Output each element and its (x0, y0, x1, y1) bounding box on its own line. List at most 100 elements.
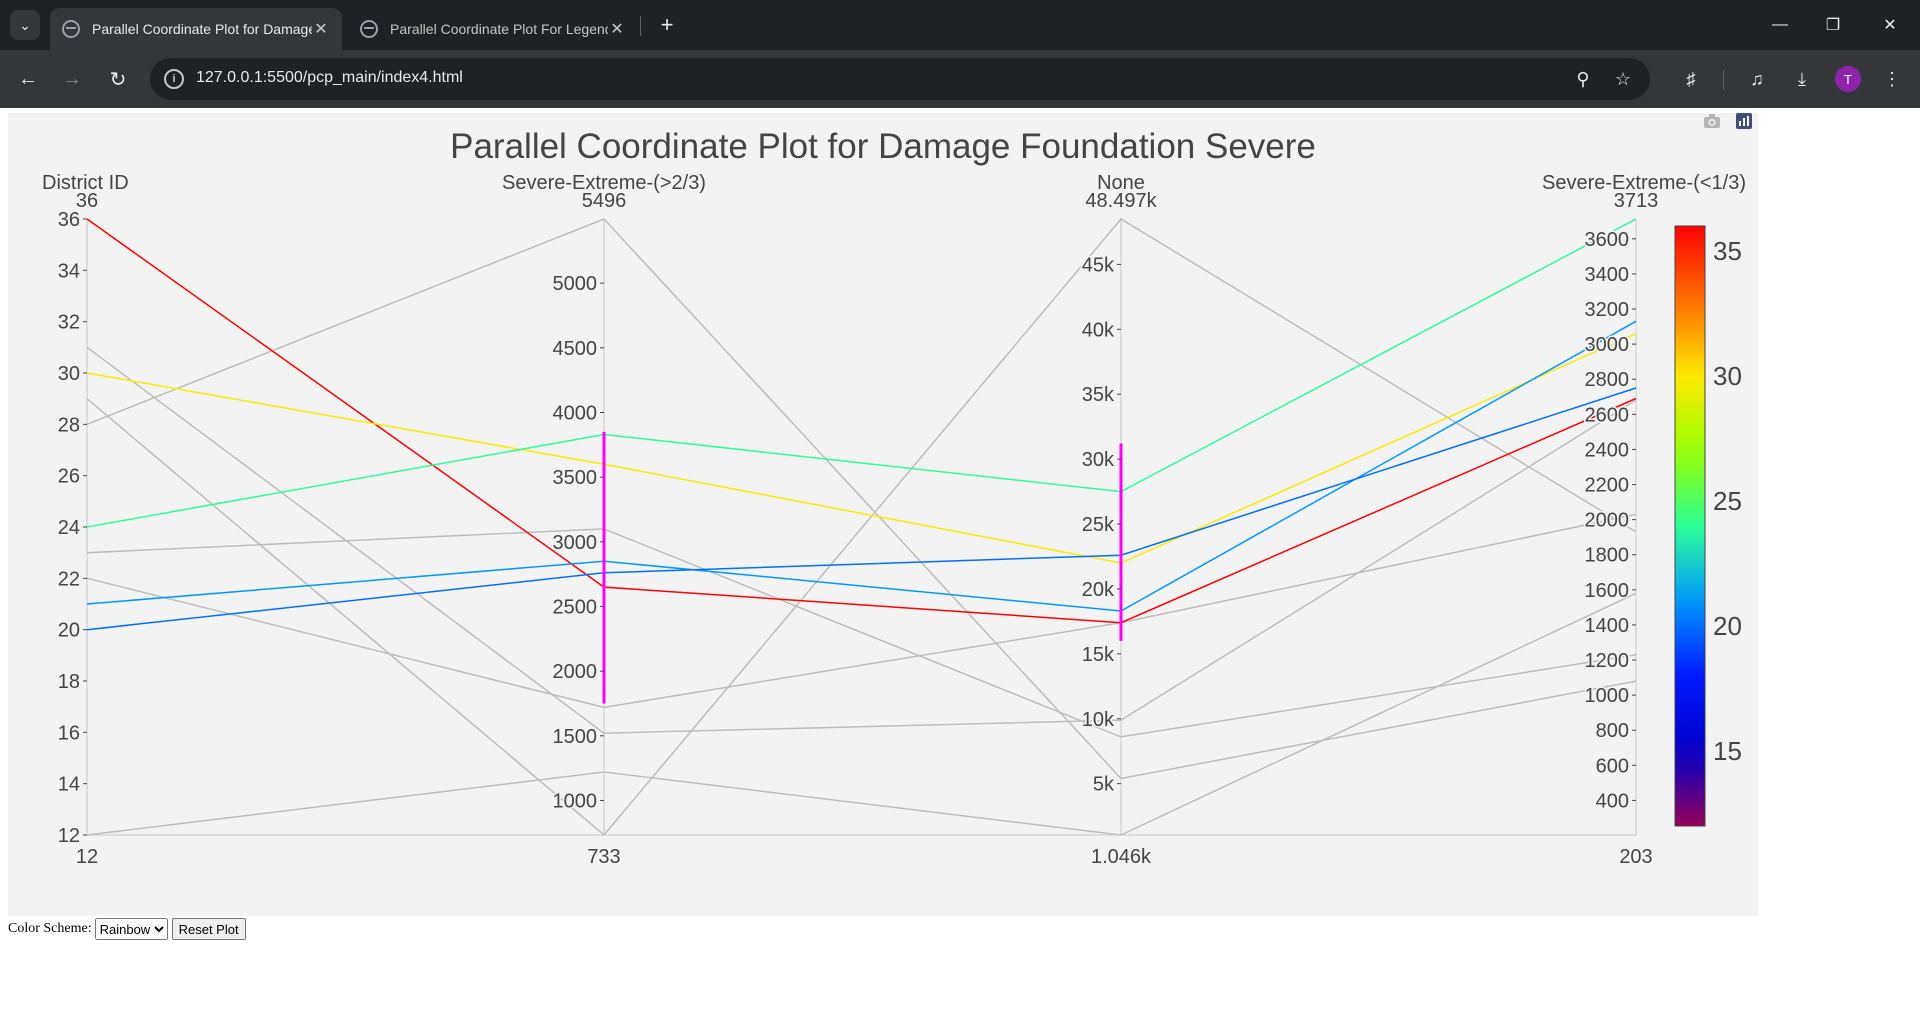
data-line[interactable] (86, 346, 1637, 734)
axis-tick-label: 10k (1082, 709, 1115, 731)
axis-tick-label: 2600 (1585, 404, 1630, 426)
axis-tick-label: 1500 (553, 726, 598, 748)
site-info-icon[interactable]: i (164, 69, 184, 89)
parallel-coordinates-chart[interactable]: Parallel Coordinate Plot for Damage Foun… (8, 113, 1758, 916)
axis-tick-label: 40k (1082, 319, 1115, 341)
axis-tick-label: 14 (58, 774, 80, 796)
axis-title: District ID (42, 172, 129, 194)
axis-tick-label: 3200 (1585, 299, 1630, 321)
colorbar-tick-label: 15 (1713, 736, 1742, 766)
color-scheme-select[interactable]: Rainbow (94, 918, 168, 940)
zoom-icon[interactable]: ⚲ (1576, 68, 1590, 89)
axis-min-label: 12 (76, 846, 98, 868)
axis-tick-label: 20k (1082, 579, 1115, 601)
axis-tick-label: 35k (1082, 384, 1115, 406)
axis-tick-label: 2400 (1585, 439, 1630, 461)
back-icon[interactable]: ← (18, 67, 38, 90)
download-icon[interactable]: ⤓ (1798, 68, 1806, 89)
axis-tick-label: 15k (1082, 644, 1115, 666)
new-tab-icon[interactable]: + (660, 12, 674, 37)
kebab-menu-icon[interactable]: ⋮ (1883, 68, 1901, 89)
axis-max-label: 48.497k (1085, 190, 1157, 212)
axis-tick-label: 2200 (1585, 475, 1630, 497)
restore-icon[interactable]: ❐ (1825, 17, 1841, 34)
close-icon[interactable]: ✕ (314, 21, 328, 38)
axis-tick-label: 1800 (1585, 545, 1630, 567)
tab-active[interactable]: Parallel Coordinate Plot for Damage Foun… (50, 8, 342, 50)
axis-min-label: 1.046k (1091, 846, 1152, 868)
axis-tick-label: 600 (1596, 755, 1629, 777)
toolbar-separator (1723, 70, 1724, 90)
browser-tab-bar: ⌄ Parallel Coordinate Plot for Damage Fo… (0, 0, 1920, 50)
chart-title: Parallel Coordinate Plot for Damage Foun… (450, 127, 1316, 166)
axis-tick-label: 25k (1082, 514, 1115, 536)
axis-tick-label: 1600 (1585, 580, 1630, 602)
data-line[interactable] (86, 218, 1637, 780)
axis-tick-label: 2800 (1585, 369, 1630, 391)
axis-tick-label: 3000 (1585, 334, 1630, 356)
axis-tick-label: 400 (1596, 790, 1629, 812)
axis-tick-label: 3000 (553, 532, 598, 554)
data-line[interactable] (86, 218, 1637, 624)
axis-tick-label: 1400 (1585, 615, 1630, 637)
url-text[interactable]: 127.0.0.1:5500/pcp_main/index4.html (196, 69, 463, 86)
axis-max-label: 3713 (1614, 190, 1659, 212)
profile-avatar[interactable]: T (1835, 66, 1861, 92)
axis-tick-label: 5000 (553, 273, 598, 295)
axis-tick-label: 4000 (553, 402, 598, 424)
axis-max-label: 5496 (582, 190, 627, 212)
axis-tick-label: 2000 (1585, 510, 1630, 532)
plot-controls: Color Scheme: Rainbow Reset Plot (8, 918, 246, 940)
axis-max-label: 36 (76, 190, 98, 212)
plotly-logo-icon[interactable] (1736, 113, 1752, 133)
axis-tick-label: 12 (58, 825, 80, 847)
axis-tick-label: 16 (58, 722, 80, 744)
axis-tick-label: 30 (58, 363, 80, 385)
colorbar (1674, 225, 1706, 827)
tab-search-icon[interactable]: ⌄ (10, 10, 40, 40)
axis-tick-label: 24 (58, 517, 80, 539)
address-bar[interactable]: i 127.0.0.1:5500/pcp_main/index4.html ⚲ … (150, 58, 1650, 100)
axis-tick-label: 32 (58, 312, 80, 334)
axis-tick-label: 4500 (553, 338, 598, 360)
colorbar-tick-label: 20 (1713, 611, 1742, 641)
window-close-icon[interactable]: ✕ (1883, 17, 1897, 34)
axis-title: Severe-Extreme-(<1/3) (1542, 172, 1746, 194)
tab-title: Parallel Coordinate Plot For Legend (390, 21, 608, 37)
minimize-icon[interactable]: — (1772, 16, 1788, 33)
axis-tick-label: 1000 (553, 790, 598, 812)
forward-icon[interactable]: → (62, 67, 82, 90)
data-line[interactable] (86, 320, 1637, 612)
data-line[interactable] (86, 218, 1637, 837)
data-line[interactable] (86, 592, 1637, 836)
colorbar-tick-label: 25 (1713, 486, 1742, 516)
axis-tick-label: 22 (58, 568, 80, 590)
reset-plot-button[interactable]: Reset Plot (171, 918, 246, 940)
data-line[interactable] (86, 387, 1637, 631)
globe-icon (62, 20, 80, 38)
axis-tick-label: 2500 (553, 596, 598, 618)
axis-tick-label: 26 (58, 466, 80, 488)
axis-tick-label: 3400 (1585, 264, 1630, 286)
browser-toolbar: ← → ↻ i 127.0.0.1:5500/pcp_main/index4.h… (0, 50, 1920, 108)
close-icon[interactable]: ✕ (610, 21, 624, 38)
reload-icon[interactable]: ↻ (109, 68, 127, 91)
axis-tick-label: 1200 (1585, 650, 1630, 672)
bookmark-star-icon[interactable]: ☆ (1614, 68, 1632, 89)
data-line[interactable] (86, 528, 1637, 738)
camera-icon[interactable] (1703, 113, 1721, 133)
data-line[interactable] (86, 513, 1637, 709)
axis-tick-label: 5k (1093, 774, 1115, 796)
data-line[interactable] (86, 332, 1637, 564)
globe-icon (360, 20, 378, 38)
axis-min-label: 733 (587, 846, 620, 868)
axis-tick-label: 3500 (553, 467, 598, 489)
axis-tick-label: 34 (58, 260, 80, 282)
media-control-icon[interactable]: ♫ (1750, 68, 1764, 89)
extensions-icon[interactable]: ♯ (1686, 68, 1696, 89)
tab-inactive[interactable]: Parallel Coordinate Plot For Legend ✕ (348, 8, 638, 50)
axis-tick-label: 2000 (553, 661, 598, 683)
axis-tick-label: 20 (58, 620, 80, 642)
axis-tick-label: 800 (1596, 720, 1629, 742)
data-line[interactable] (86, 218, 1637, 528)
